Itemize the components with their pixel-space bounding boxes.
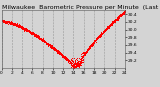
Text: Milwaukee  Barometric Pressure per Minute  (Last 24 Hours): Milwaukee Barometric Pressure per Minute… (2, 5, 160, 10)
